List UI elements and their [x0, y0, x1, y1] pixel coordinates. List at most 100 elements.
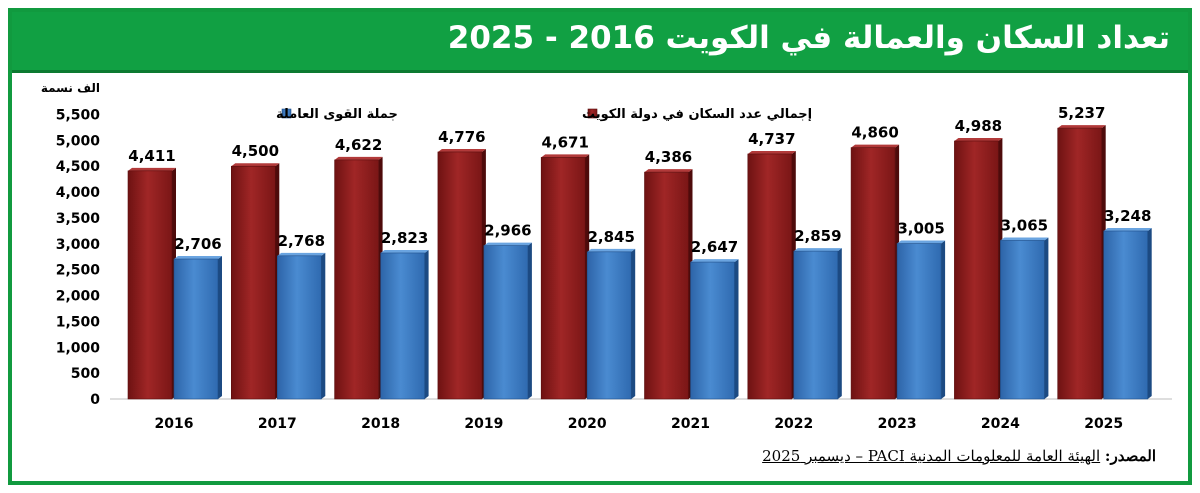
title-bar: تعداد السكان والعمالة في الكويت 2016 - 2…: [12, 12, 1188, 73]
bar-side-workforce: [837, 248, 842, 399]
data-label-workforce: 3,065: [1001, 216, 1048, 234]
bar-top-workforce: [793, 248, 842, 252]
y-tick-label: 3,500: [56, 211, 101, 227]
bar-top-population: [334, 156, 383, 160]
legend-swatch-workforce: [281, 108, 292, 119]
bar-side-workforce: [424, 249, 429, 399]
y-tick-label: 500: [71, 366, 100, 382]
bar-top-population: [644, 169, 693, 173]
x-tick-label: 2021: [671, 416, 710, 432]
bar-side-workforce: [1044, 237, 1049, 399]
x-tick-label: 2023: [878, 416, 917, 432]
bar-workforce: [173, 258, 219, 400]
x-tick-label: 2017: [258, 416, 297, 432]
data-label-workforce: 3,248: [1104, 207, 1151, 225]
bar-workforce: [586, 251, 632, 400]
data-label-workforce: 2,859: [794, 227, 841, 245]
bar-side-workforce: [321, 252, 326, 399]
data-label-population: 4,776: [438, 128, 485, 146]
bar-top-workforce: [587, 248, 636, 252]
bar-side-workforce: [1147, 227, 1152, 399]
bar-side-workforce: [218, 256, 222, 399]
x-tick-label: 2016: [155, 416, 194, 432]
legend-swatch-population: [587, 108, 598, 119]
bar-side-workforce: [941, 240, 946, 399]
data-label-population: 4,500: [232, 142, 279, 160]
bar-top-population: [851, 144, 900, 148]
y-tick-label: 4,000: [56, 185, 101, 201]
bar-side-workforce: [527, 242, 532, 399]
x-tick-label: 2024: [981, 416, 1020, 432]
bar-top-population: [1057, 125, 1106, 129]
bar-population: [437, 151, 483, 400]
bar-population: [1057, 127, 1102, 400]
bar-top-workforce: [380, 249, 429, 253]
data-label-population: 4,671: [541, 133, 588, 151]
y-tick-label: 2,500: [56, 263, 101, 279]
bar-side-workforce: [631, 248, 636, 399]
data-label-workforce: 2,966: [484, 222, 531, 240]
data-label-workforce: 2,823: [381, 229, 428, 247]
data-label-population: 4,737: [748, 130, 795, 148]
data-label-workforce: 2,768: [278, 232, 325, 250]
data-label-workforce: 3,005: [897, 220, 944, 238]
source-text: الهيئة العامة للمعلومات المدنية PACI – د…: [762, 447, 1101, 465]
bar-top-workforce: [483, 242, 532, 246]
bar-workforce: [690, 261, 735, 400]
bar-side-workforce: [734, 259, 739, 399]
bar-top-population: [437, 148, 486, 152]
bar-workforce: [793, 250, 839, 400]
data-label-workforce: 2,845: [587, 228, 634, 246]
y-axis-unit-label: الف نسمة: [41, 81, 100, 95]
bar-top-population: [231, 163, 280, 167]
bar-top-population: [954, 137, 1003, 141]
bar-workforce: [896, 243, 942, 400]
data-label-population: 4,988: [955, 117, 1002, 135]
x-tick-label: 2020: [568, 416, 607, 432]
data-label-population: 4,860: [851, 124, 898, 142]
bar-top-workforce: [1103, 227, 1152, 231]
bar-population: [540, 157, 586, 400]
bar-population: [850, 147, 896, 400]
bar-top-workforce: [897, 240, 946, 244]
y-tick-label: 1,000: [56, 340, 101, 356]
y-tick-label: 4,500: [56, 159, 101, 175]
bar-population: [954, 140, 999, 400]
data-label-workforce: 2,706: [174, 235, 221, 253]
bar-population: [644, 171, 689, 400]
bar-population: [231, 165, 276, 400]
bar-top-workforce: [277, 252, 326, 256]
x-tick-label: 2018: [361, 416, 400, 432]
bar-workforce: [483, 245, 529, 400]
bar-top-population: [747, 150, 796, 154]
legend-label-population: إجمالي عدد السكان في دولة الكويت: [582, 107, 812, 122]
x-tick-label: 2025: [1084, 416, 1123, 432]
source-note: المصدر: الهيئة العامة للمعلومات المدنية …: [762, 447, 1156, 465]
source-label: المصدر:: [1104, 447, 1156, 465]
y-tick-label: 1,500: [56, 314, 101, 330]
x-tick-label: 2019: [464, 416, 503, 432]
y-tick-label: 5,500: [56, 108, 101, 124]
bar-top-workforce: [174, 256, 222, 260]
data-label-population: 4,622: [335, 136, 382, 154]
bar-top-population: [128, 167, 176, 171]
y-tick-label: 5,000: [56, 133, 101, 149]
legend-label-workforce: جملة القوى العاملة: [276, 107, 398, 122]
bar-workforce: [380, 252, 425, 400]
bar-top-population: [541, 154, 590, 158]
bar-population: [747, 153, 793, 400]
legend: إجمالي عدد السكان في دولة الكويت جملة ال…: [276, 107, 812, 122]
bar-workforce: [276, 255, 322, 400]
bar-population: [334, 159, 379, 400]
data-label-population: 5,237: [1058, 104, 1105, 122]
y-tick-label: 2,000: [56, 289, 101, 305]
bar-top-workforce: [1000, 237, 1049, 241]
data-label-population: 4,386: [645, 148, 692, 166]
data-label-population: 4,411: [128, 147, 175, 165]
y-tick-label: 3,000: [56, 237, 101, 253]
bar-workforce: [1103, 230, 1148, 400]
bar-population: [127, 170, 173, 400]
x-tick-label: 2022: [774, 416, 813, 432]
y-tick-label: 0: [90, 392, 100, 408]
